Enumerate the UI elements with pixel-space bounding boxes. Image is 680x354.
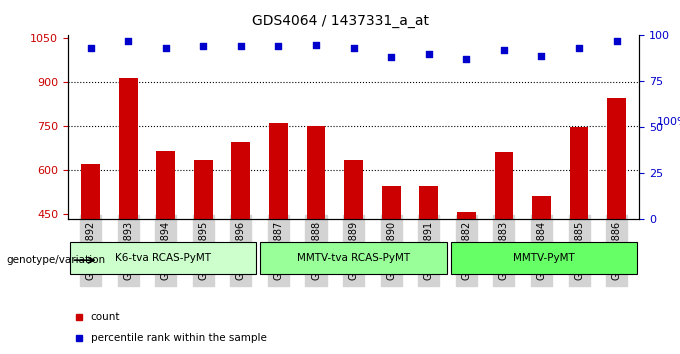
- Bar: [156, 151, 175, 345]
- Text: K6-tva RCAS-PyMT: K6-tva RCAS-PyMT: [115, 253, 211, 263]
- Bar: [81, 164, 100, 345]
- Bar: [269, 123, 288, 345]
- Point: [273, 44, 284, 49]
- Point: [311, 42, 322, 47]
- FancyBboxPatch shape: [70, 242, 256, 274]
- Text: count: count: [91, 312, 120, 322]
- Point: [386, 55, 396, 60]
- Text: GDS4064 / 1437331_a_at: GDS4064 / 1437331_a_at: [252, 14, 428, 28]
- FancyBboxPatch shape: [451, 242, 637, 274]
- Text: MMTV-tva RCAS-PyMT: MMTV-tva RCAS-PyMT: [297, 253, 410, 263]
- Bar: [494, 152, 513, 345]
- Text: percentile rank within the sample: percentile rank within the sample: [91, 333, 267, 343]
- Text: MMTV-PyMT: MMTV-PyMT: [513, 253, 575, 263]
- Bar: [194, 160, 213, 345]
- Point: [348, 45, 359, 51]
- Bar: [420, 186, 438, 345]
- Point: [85, 45, 96, 51]
- Text: genotype/variation: genotype/variation: [7, 255, 106, 265]
- Bar: [307, 126, 326, 345]
- Point: [235, 44, 246, 49]
- Point: [574, 45, 585, 51]
- Point: [160, 45, 171, 51]
- Point: [122, 38, 133, 44]
- Point: [198, 44, 209, 49]
- Y-axis label: 100%: 100%: [657, 118, 680, 127]
- Bar: [344, 160, 363, 345]
- Point: [461, 57, 472, 62]
- Bar: [381, 186, 401, 345]
- Bar: [119, 78, 137, 345]
- FancyBboxPatch shape: [260, 242, 447, 274]
- Bar: [231, 142, 250, 345]
- Bar: [607, 98, 626, 345]
- Bar: [532, 196, 551, 345]
- Bar: [570, 127, 588, 345]
- Bar: [457, 212, 476, 345]
- Point: [536, 53, 547, 58]
- Point: [424, 51, 435, 57]
- Point: [498, 47, 509, 53]
- Point: [611, 38, 622, 44]
